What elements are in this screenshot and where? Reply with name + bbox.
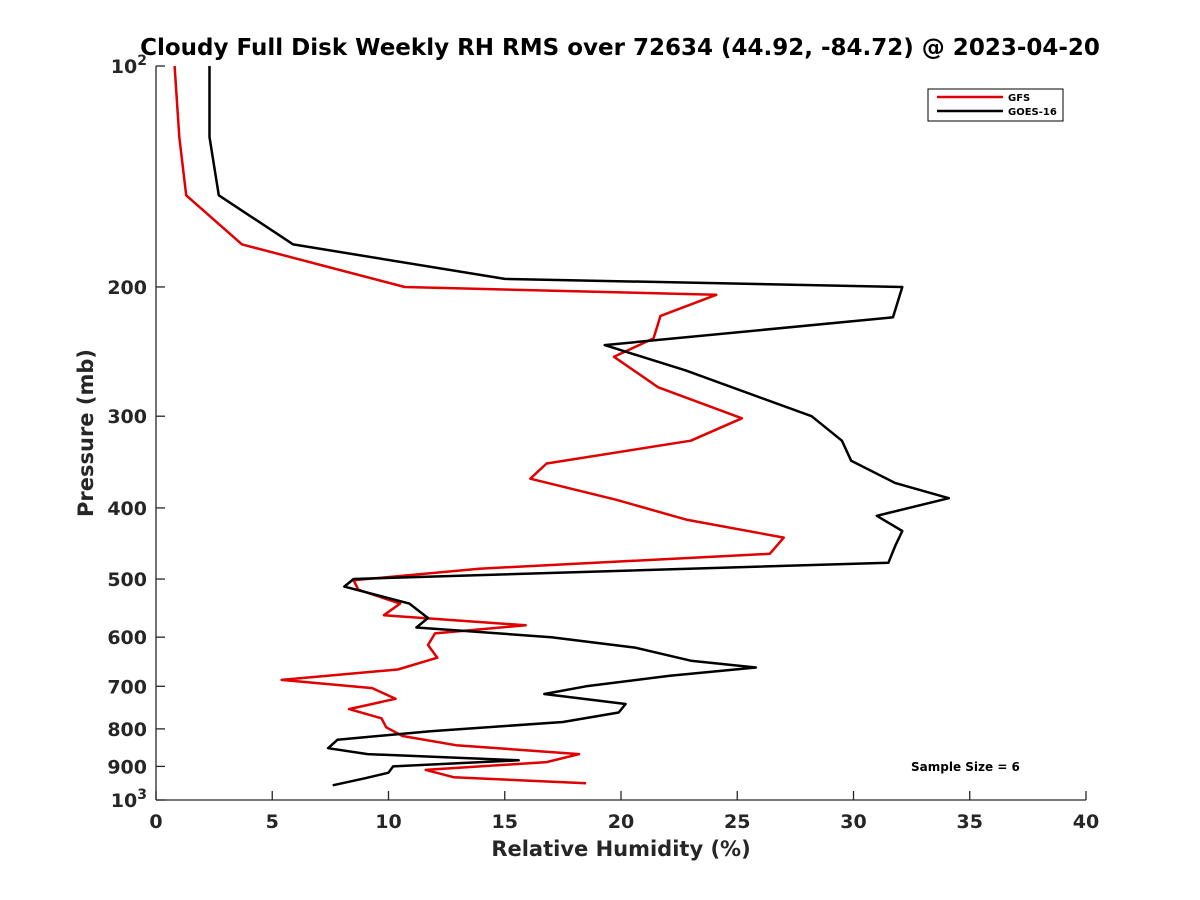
legend-label-goes16: GOES-16 <box>1008 107 1057 118</box>
legend-box <box>927 88 1064 122</box>
y-tick-base: 10 <box>111 790 137 812</box>
y-axis-title: Pressure (mb) <box>74 349 98 517</box>
y-tick-label: 200 <box>107 277 147 299</box>
x-ticks: 0 5 10 15 20 25 30 35 40 <box>149 791 1099 833</box>
y-tick-label: 600 <box>107 627 147 649</box>
series-line-gfs <box>173 65 786 785</box>
y-tick-base: 10 <box>111 56 137 78</box>
series-line-goes16 <box>208 66 951 787</box>
y-tick-exponent: 2 <box>137 53 147 69</box>
x-tick-label: 5 <box>266 811 279 833</box>
y-tick-exponent: 3 <box>137 787 147 803</box>
x-tick-label: 35 <box>957 811 983 833</box>
y-tick-label: 103 <box>111 787 147 812</box>
y-tick-label: 900 <box>107 756 147 778</box>
y-tick-label: 500 <box>107 569 147 591</box>
plot-area: 0 5 10 15 20 25 30 35 40 10220030040050060070080… <box>107 53 1099 833</box>
series-lines <box>173 65 951 787</box>
y-tick-label: 800 <box>107 719 147 741</box>
y-tick-label: 300 <box>107 406 147 428</box>
x-tick-label: 0 <box>149 811 162 833</box>
y-tick-label: 400 <box>107 498 147 520</box>
x-axis-title: Relative Humidity (%) <box>491 837 750 861</box>
x-tick-label: 15 <box>492 811 518 833</box>
legend: GFS GOES-16 <box>927 88 1064 122</box>
x-tick-label: 10 <box>375 811 401 833</box>
x-tick-label: 20 <box>608 811 634 833</box>
x-tick-label: 25 <box>724 811 750 833</box>
sample-size-annotation: Sample Size = 6 <box>911 760 1020 774</box>
y-tick-label: 700 <box>107 676 147 698</box>
legend-label-gfs: GFS <box>1008 93 1030 104</box>
y-tick-label: 102 <box>111 53 147 78</box>
chart-title: Cloudy Full Disk Weekly RH RMS over 7263… <box>140 35 1100 61</box>
x-tick-label: 40 <box>1073 811 1099 833</box>
x-tick-label: 30 <box>840 811 866 833</box>
